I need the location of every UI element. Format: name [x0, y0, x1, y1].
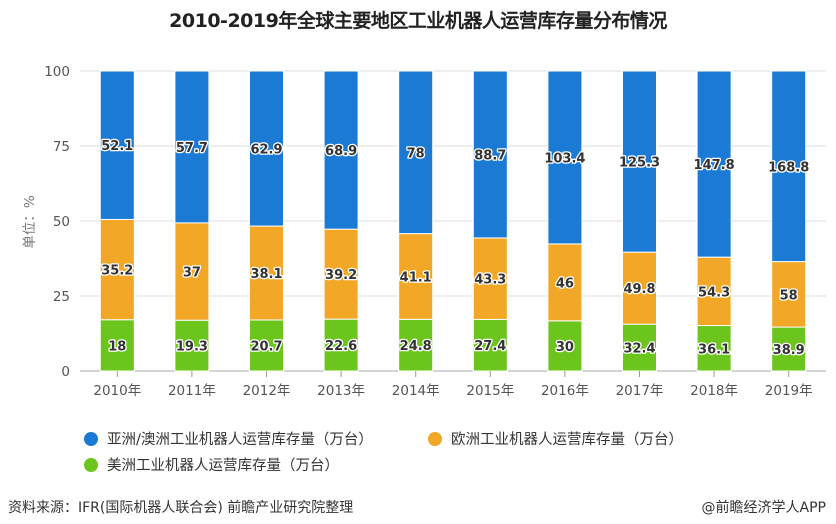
- brand-credit: @前瞻经济学人APP: [701, 500, 826, 516]
- data-label: 125.3: [619, 156, 660, 171]
- bar-segment[interactable]: [472, 70, 508, 239]
- legend-label: 欧洲工业机器人运营库存量（万台）: [451, 432, 683, 448]
- y-tick-label: 50: [53, 214, 70, 230]
- bar-segment[interactable]: [771, 326, 807, 372]
- x-tick-label: 2015年: [466, 383, 514, 399]
- bar-segment[interactable]: [249, 70, 284, 227]
- data-label: 62.9: [250, 143, 282, 158]
- bar-segment[interactable]: [472, 318, 508, 372]
- y-tick-label: 0: [61, 364, 70, 380]
- y-axis-label: 单位：%: [22, 195, 38, 248]
- data-label: 22.6: [325, 339, 357, 354]
- data-label: 88.7: [474, 148, 506, 163]
- x-tick-label: 2013年: [317, 383, 365, 399]
- data-label: 43.3: [474, 273, 506, 288]
- data-label: 68.9: [325, 144, 357, 159]
- data-label: 36.1: [698, 342, 730, 357]
- y-axis: 0 25 50 75 100: [44, 64, 70, 380]
- bar-segment[interactable]: [622, 251, 657, 325]
- data-label: 54.3: [698, 285, 730, 300]
- data-label: 78: [407, 146, 425, 161]
- source-note: 资料来源：IFR(国际机器人联合会) 前瞻产业研究院整理: [8, 500, 354, 516]
- bar-segment[interactable]: [99, 218, 135, 321]
- data-label: 46: [556, 276, 574, 291]
- legend-label: 亚洲/澳洲工业机器人运营库存量（万台）: [107, 432, 373, 448]
- data-label: 24.8: [400, 339, 432, 354]
- x-tick-label: 2018年: [690, 383, 738, 399]
- data-label: 35.2: [101, 264, 133, 279]
- data-label: 39.2: [325, 268, 357, 283]
- data-label: 57.7: [176, 141, 208, 156]
- bar-segment[interactable]: [323, 228, 359, 320]
- legend-item-europe[interactable]: 欧洲工业机器人运营库存量（万台）: [428, 428, 683, 449]
- legend-dot-icon: [84, 431, 98, 446]
- bar-segment[interactable]: [547, 243, 583, 322]
- x-tick-label: 2012年: [243, 383, 291, 399]
- legend-label: 美洲工业机器人运营库存量（万台）: [107, 458, 339, 474]
- data-label: 37: [183, 266, 201, 281]
- data-label: 147.8: [694, 158, 735, 173]
- data-label: 19.3: [176, 340, 208, 355]
- bar-segment[interactable]: [99, 319, 135, 372]
- bars: [99, 70, 807, 372]
- x-tick-label: 2010年: [93, 383, 141, 399]
- legend-item-asia[interactable]: 亚洲/澳洲工业机器人运营库存量（万台）: [84, 428, 373, 449]
- data-labels: 18 35.2 52.1 19.3 37 57.7 20.7 38.1 62.9 22.6 39.2…: [100, 138, 811, 359]
- data-label: 49.8: [623, 282, 655, 297]
- bar-segment[interactable]: [472, 237, 508, 320]
- data-label: 103.4: [544, 151, 585, 166]
- legend-dot-icon: [84, 457, 98, 472]
- y-tick-label: 100: [44, 64, 70, 80]
- bar-segment[interactable]: [696, 70, 732, 258]
- data-label: 20.7: [250, 339, 282, 354]
- legend-item-america[interactable]: 美洲工业机器人运营库存量（万台）: [84, 454, 339, 475]
- bar-segment[interactable]: [174, 222, 210, 321]
- bar-segment[interactable]: [771, 261, 807, 328]
- data-label: 32.4: [623, 342, 655, 357]
- bar-segment[interactable]: [696, 256, 732, 327]
- bar-segment[interactable]: [174, 319, 210, 372]
- data-label: 38.1: [250, 267, 282, 282]
- data-label: 41.1: [400, 270, 432, 285]
- x-tick-label: 2016年: [541, 383, 589, 399]
- legend-dot-icon: [428, 431, 442, 446]
- data-label: 27.4: [474, 339, 506, 354]
- data-label: 30: [556, 340, 574, 355]
- data-label: 52.1: [101, 139, 133, 154]
- bar-segment[interactable]: [323, 70, 359, 230]
- bar-segment[interactable]: [398, 318, 434, 372]
- x-tick-label: 2014年: [392, 383, 440, 399]
- y-tick-label: 75: [53, 139, 70, 155]
- bar-segment[interactable]: [771, 70, 807, 263]
- data-label: 38.9: [773, 343, 805, 358]
- data-label: 168.8: [768, 160, 809, 175]
- data-label: 58: [780, 288, 798, 303]
- x-tick-label: 2011年: [168, 383, 216, 399]
- y-tick-label: 25: [53, 289, 70, 305]
- x-axis: 2010年 2011年 2012年 2013年 2014年 2015年 2016年 2017年…: [93, 371, 813, 399]
- bar-segment[interactable]: [398, 70, 434, 235]
- stacked-bar-chart: 18 35.2 52.1 19.3 37 57.7 20.7 38.1 62.9 22.6 39.2…: [22, 64, 826, 399]
- bar-segment[interactable]: [547, 70, 583, 245]
- bar-segment[interactable]: [398, 233, 434, 320]
- data-label: 18: [108, 339, 126, 354]
- bar-segment[interactable]: [174, 70, 210, 224]
- bar-segment[interactable]: [622, 70, 657, 253]
- bar-segment[interactable]: [99, 70, 135, 220]
- x-tick-label: 2019年: [765, 383, 813, 399]
- x-tick-label: 2017年: [616, 383, 664, 399]
- chart-title: 2010-2019年全球主要地区工业机器人运营库存量分布情况: [169, 10, 667, 32]
